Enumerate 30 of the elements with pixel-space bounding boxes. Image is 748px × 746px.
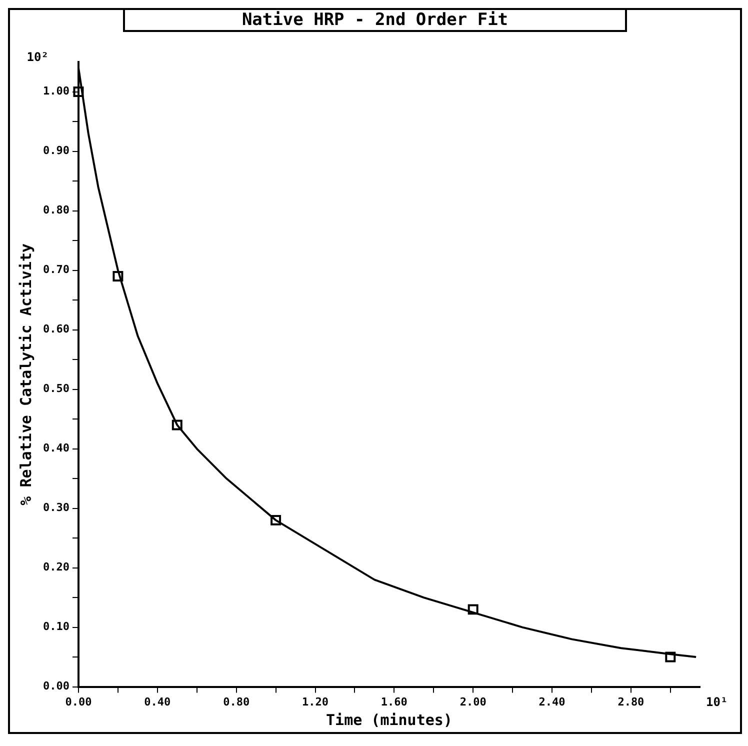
x-tick-label: 2.80 [618,695,644,708]
y-tick-label: 0.80 [42,204,70,217]
y-tick-label: 0.60 [42,322,70,336]
x-tick-label: 2.40 [538,695,566,708]
point [468,604,478,615]
chart-title: Native HRP - 2nd Order Fit [123,10,627,32]
y-tick-label: 0.30 [42,501,70,514]
y-tick-label: 0.20 [42,560,70,574]
x-tick-label: 0.40 [144,695,171,708]
y-tick-label: 0.90 [42,144,70,158]
text: 10¹ [706,694,728,709]
x-tick-label: 0.80 [223,695,250,708]
point [112,270,124,282]
y-tick-label: 0.50 [42,382,70,396]
y-axis-title: % Relative Catalytic Activity [16,243,35,506]
x-tick-label: 0.00 [65,695,92,708]
text: 10² [26,50,48,64]
y-tick-label: 0.70 [42,263,70,276]
point [270,514,282,526]
point [73,86,84,97]
y-tick-label: 0.10 [42,620,70,634]
y-tick-label: 0.40 [42,442,70,455]
y-tick-label: 0.00 [42,680,70,693]
x-tick-label: 1.60 [380,695,408,708]
x-tick-label: 1.20 [302,695,329,708]
x-axis-title: Time (minutes) [326,710,452,729]
x-tick-label: 2.00 [460,695,486,708]
point [172,420,182,430]
point [665,652,676,662]
y-tick-label: 1.00 [42,84,70,98]
